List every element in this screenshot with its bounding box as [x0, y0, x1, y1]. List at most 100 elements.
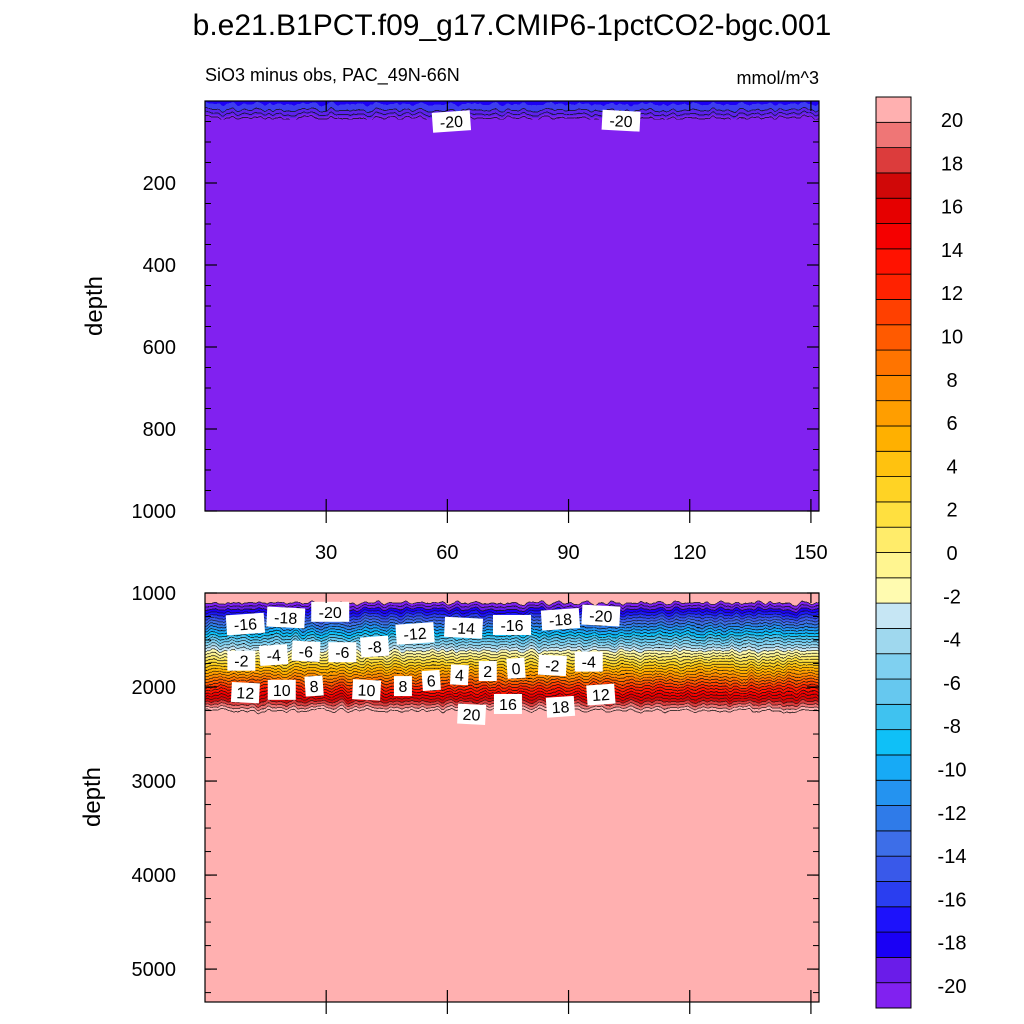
- lower-contour-label-box: [395, 622, 435, 645]
- colorbar-swatch: [875, 425, 912, 452]
- gradient-band-14: [205, 644, 819, 649]
- colorbar-swatch: [875, 324, 912, 351]
- colorbar-swatch: [875, 678, 912, 705]
- upper-contour-label-box: [601, 109, 641, 132]
- lower-contour-label-box: [311, 601, 350, 622]
- gradient-band-1: [205, 605, 819, 610]
- colorbar-swatch: [875, 577, 912, 604]
- lower-contour-label: 0: [506, 657, 526, 679]
- colorbar-tick-label: 20: [941, 110, 963, 132]
- colorbar-swatch: [875, 830, 912, 857]
- lower-contour-label-box: [545, 695, 576, 718]
- colorbar-swatch: [875, 476, 912, 503]
- lower-y-tick-label: 2000: [132, 677, 177, 699]
- lower-contour-label-box: [227, 650, 256, 671]
- colorbar-tick-label: -8: [943, 716, 961, 738]
- lower-contour-label: -6: [291, 640, 321, 663]
- colorbar-swatch: [875, 299, 912, 326]
- lower-contour-label: 12: [586, 683, 616, 706]
- lower-contour-label-box: [291, 640, 321, 663]
- lower-contour-label: 12: [230, 681, 260, 704]
- colorbar-swatch: [875, 197, 912, 224]
- lower-contour-label: -2: [537, 654, 567, 677]
- colorbar-swatch: [875, 779, 912, 806]
- colorbar-tick-label: -20: [938, 976, 967, 998]
- colorbar-swatch: [875, 248, 912, 275]
- lower-contour-label-text: -8: [367, 639, 382, 657]
- lower-contour-label: 2: [478, 661, 497, 682]
- chart-subtitle: SiO3 minus obs, PAC_49N-66N: [205, 65, 460, 86]
- lower-contour-label-box: [259, 644, 289, 667]
- gradient-band-25: [205, 677, 819, 682]
- lower-contour-label-text: -20: [589, 608, 613, 626]
- colorbar-swatch: [875, 273, 912, 300]
- upper-x-tick-label: 30: [315, 542, 337, 564]
- gradient-band-11: [205, 635, 819, 640]
- lower-contour-label: -18: [266, 606, 306, 629]
- lower-contour-label-box: [457, 703, 487, 726]
- colorbar-swatch: [875, 805, 912, 832]
- lower-contour-label-text: 8: [309, 679, 319, 697]
- lower-contour-label: 10: [352, 679, 382, 701]
- lower-contour-label: 16: [493, 693, 522, 714]
- gradient-band-13: [205, 641, 819, 646]
- lower-contour-label-text: 12: [236, 685, 255, 703]
- colorbar-tick-label: -18: [938, 933, 967, 955]
- colorbar-tick-label: 0: [946, 543, 957, 565]
- lower-contour-label-box: [581, 604, 621, 627]
- lower-contour-label-text: 4: [455, 668, 465, 685]
- colorbar-swatch: [875, 956, 912, 984]
- colorbar-swatch: [875, 552, 912, 579]
- gradient-band-2: [205, 608, 819, 613]
- colorbar-swatch: [875, 400, 912, 427]
- colorbar-tick-label: 2: [946, 500, 957, 522]
- lower-contour-label-text: -6: [335, 645, 349, 662]
- colorbar-tick-label: 12: [941, 283, 963, 305]
- lower-contour-label-box: [540, 608, 581, 631]
- colorbar-tick-label: 6: [946, 413, 957, 435]
- lower-contour-label-text: 18: [551, 699, 570, 717]
- lower-contour-label-text: 20: [462, 707, 481, 725]
- lower-contour-label-text: -12: [403, 626, 427, 645]
- upper-x-tick-label: 120: [673, 542, 706, 564]
- lower-contour-label: -16: [225, 612, 266, 636]
- colorbar-swatch: [875, 526, 912, 553]
- lower-contour-label-text: -20: [319, 605, 342, 622]
- upper-panel-fill: [205, 101, 819, 511]
- lower-contour-label-text: 8: [398, 679, 407, 696]
- lower-contour-label-box: [328, 642, 357, 663]
- upper-contour-label-text: -20: [609, 113, 633, 131]
- lower-contour-label-box: [506, 657, 526, 679]
- gradient-band-15: [205, 647, 819, 652]
- lower-y-tick-label: 5000: [132, 959, 177, 981]
- lower-contour-label-box: [421, 669, 441, 692]
- colorbar-swatch: [875, 931, 912, 958]
- lower-contour-label-text: -16: [233, 616, 257, 635]
- lower-contour-label-box: [359, 635, 390, 658]
- colorbar-swatch: [875, 881, 912, 908]
- colorbar-tick-label: -14: [938, 846, 967, 868]
- lower-contour-label: 6: [421, 669, 441, 692]
- lower-contour-label-text: -2: [234, 654, 248, 671]
- colorbar-swatch: [875, 223, 912, 250]
- colorbar-tick-label: 8: [946, 370, 957, 392]
- colorbar-swatch: [875, 906, 912, 933]
- colorbar-tick-label: 4: [946, 456, 957, 478]
- lower-contour-label-text: -6: [298, 644, 313, 662]
- lower-contour-label-text: 10: [273, 683, 291, 700]
- lower-contour-label: -16: [493, 614, 531, 635]
- lower-contour-label: -2: [227, 650, 256, 671]
- lower-contour-label-box: [267, 679, 296, 700]
- lower-contour-labels: -16 -18 -20-12 -14 -16 -18 -20-2 -4 -6 -6 -812 10 8 1…: [225, 601, 621, 726]
- upper-surface-layer-3: [205, 110, 819, 116]
- lower-y-axis-label: depth: [79, 767, 106, 827]
- lower-contour-label-text: -4: [582, 655, 596, 672]
- upper-contour-label-text: -20: [439, 114, 463, 133]
- colorbar-tick-label: 16: [941, 197, 963, 219]
- lower-contour-label: 4: [449, 664, 469, 686]
- upper-contour-label: -20: [431, 110, 472, 133]
- colorbar-tick-label: -4: [943, 630, 961, 652]
- gradient-band-17: [205, 653, 819, 658]
- lower-contour-label: -12: [395, 622, 435, 645]
